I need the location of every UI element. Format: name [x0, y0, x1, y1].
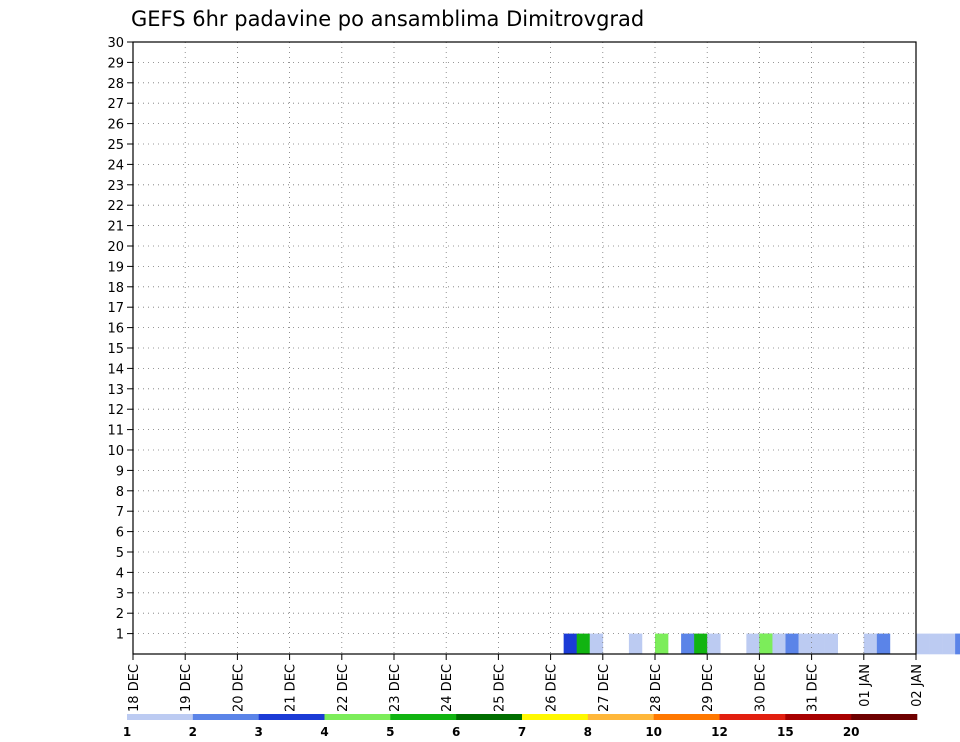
- x-tick-label: 25 DEC: [492, 664, 507, 712]
- y-tick-label: 27: [107, 97, 124, 112]
- y-tick-label: 24: [107, 158, 124, 173]
- y-tick-label: 7: [116, 505, 124, 520]
- y-tick-label: 9: [116, 464, 124, 479]
- y-tick-label: 22: [107, 199, 124, 214]
- colorbar-segment: [192, 714, 259, 720]
- y-tick-label: 5: [116, 546, 124, 561]
- y-tick-label: 18: [107, 281, 124, 296]
- x-tick-label: 29 DEC: [701, 664, 716, 712]
- heatmap-cell: [876, 633, 891, 655]
- heatmap-cell: [746, 633, 760, 655]
- heatmap-cell: [798, 633, 812, 655]
- colorbar-segment: [851, 714, 918, 720]
- y-tick-label: 25: [107, 138, 124, 153]
- y-tick-label: 17: [107, 301, 124, 316]
- y-tick-label: 8: [116, 485, 124, 500]
- colorbar-label: 4: [320, 725, 328, 739]
- x-tick-label: 22 DEC: [336, 664, 351, 712]
- x-tick-label: 23 DEC: [388, 664, 403, 712]
- y-axis-ticks: 1234567891011121314151617181920212223242…: [107, 36, 133, 643]
- y-tick-label: 11: [107, 424, 124, 439]
- y-tick-label: 12: [107, 403, 124, 418]
- heatmap-cell: [785, 633, 799, 655]
- colorbar-label: 6: [452, 725, 460, 739]
- colorbar-label: 2: [189, 725, 197, 739]
- x-tick-label: 02 JAN: [910, 664, 925, 707]
- heatmap-cell: [772, 633, 786, 655]
- y-tick-label: 28: [107, 77, 124, 92]
- heatmap-cell: [628, 633, 643, 655]
- y-tick-label: 26: [107, 118, 124, 133]
- colorbar-label: 1: [123, 725, 131, 739]
- colorbar-label: 5: [386, 725, 394, 739]
- y-tick-label: 15: [107, 342, 124, 357]
- colorbar-label: 10: [645, 725, 662, 739]
- y-tick-label: 19: [107, 260, 124, 275]
- heatmap-cell: [589, 633, 604, 655]
- colorbar-label: 15: [777, 725, 794, 739]
- x-tick-label: 28 DEC: [649, 664, 664, 712]
- colorbar-segment: [390, 714, 457, 720]
- heatmap-cell: [655, 633, 669, 655]
- heatmap-cell: [707, 633, 721, 655]
- colorbar-segment: [587, 714, 654, 720]
- x-tick-label: 21 DEC: [284, 664, 299, 712]
- x-tick-label: 20 DEC: [231, 664, 246, 712]
- y-tick-label: 20: [107, 240, 124, 255]
- colorbar-segment: [653, 714, 720, 720]
- x-tick-label: 31 DEC: [806, 664, 821, 712]
- y-tick-label: 3: [116, 587, 124, 602]
- colorbar-segment: [324, 714, 391, 720]
- colorbar-segment: [719, 714, 786, 720]
- x-tick-label: 19 DEC: [179, 664, 194, 712]
- y-tick-label: 29: [107, 56, 124, 71]
- y-tick-label: 10: [107, 444, 124, 459]
- heatmap-cell: [942, 633, 956, 655]
- y-tick-label: 14: [107, 362, 124, 377]
- heatmap-cell: [863, 633, 878, 655]
- colorbar-segment: [258, 714, 325, 720]
- colorbar-segment: [785, 714, 852, 720]
- x-tick-label: 24 DEC: [440, 664, 455, 712]
- heatmap-cell: [563, 633, 577, 655]
- colorbar-segment: [522, 714, 589, 720]
- colorbar-label: 12: [711, 725, 728, 739]
- y-tick-label: 6: [116, 526, 124, 541]
- y-tick-label: 16: [107, 322, 124, 337]
- y-tick-label: 2: [116, 607, 124, 622]
- x-tick-label: 01 JAN: [858, 664, 873, 707]
- heatmap-cell: [681, 633, 695, 655]
- colorbar-label: 3: [254, 725, 262, 739]
- x-tick-label: 27 DEC: [597, 664, 612, 712]
- grid-lines: [133, 42, 916, 654]
- colorbar-label: 7: [518, 725, 526, 739]
- heatmap-cell: [824, 633, 838, 655]
- x-tick-label: 18 DEC: [127, 664, 142, 712]
- colorbar-label: 20: [843, 725, 860, 739]
- colorbar-label: 8: [584, 725, 592, 739]
- y-tick-label: 13: [107, 383, 124, 398]
- colorbar-segment: [456, 714, 523, 720]
- heatmap-cell: [576, 633, 591, 655]
- y-tick-label: 1: [116, 628, 124, 643]
- heatmap-cell: [916, 633, 930, 655]
- heatmap-cell: [694, 633, 708, 655]
- chart-title: GEFS 6hr padavine po ansamblima Dimitrov…: [131, 7, 644, 31]
- y-tick-label: 30: [107, 36, 124, 51]
- heatmap-cell: [929, 633, 943, 655]
- x-tick-label: 26 DEC: [545, 664, 560, 712]
- colorbar-segment: [127, 714, 194, 720]
- x-tick-label: 30 DEC: [753, 664, 768, 712]
- y-tick-label: 21: [107, 220, 124, 235]
- y-tick-label: 4: [116, 566, 124, 581]
- x-axis-ticks: 18 DEC 19 DEC 20 DEC 21 DEC 22 DEC 23 DEC 24 D…: [127, 654, 925, 712]
- y-tick-label: 23: [107, 179, 124, 194]
- heatmap-cells: [563, 633, 960, 655]
- heatmap-cell: [955, 633, 960, 655]
- heatmap-cell: [811, 633, 825, 655]
- colorbar: 1 2 3 4 5 6 7 8 10 12 15 20: [123, 714, 918, 739]
- heatmap-cell: [759, 633, 773, 655]
